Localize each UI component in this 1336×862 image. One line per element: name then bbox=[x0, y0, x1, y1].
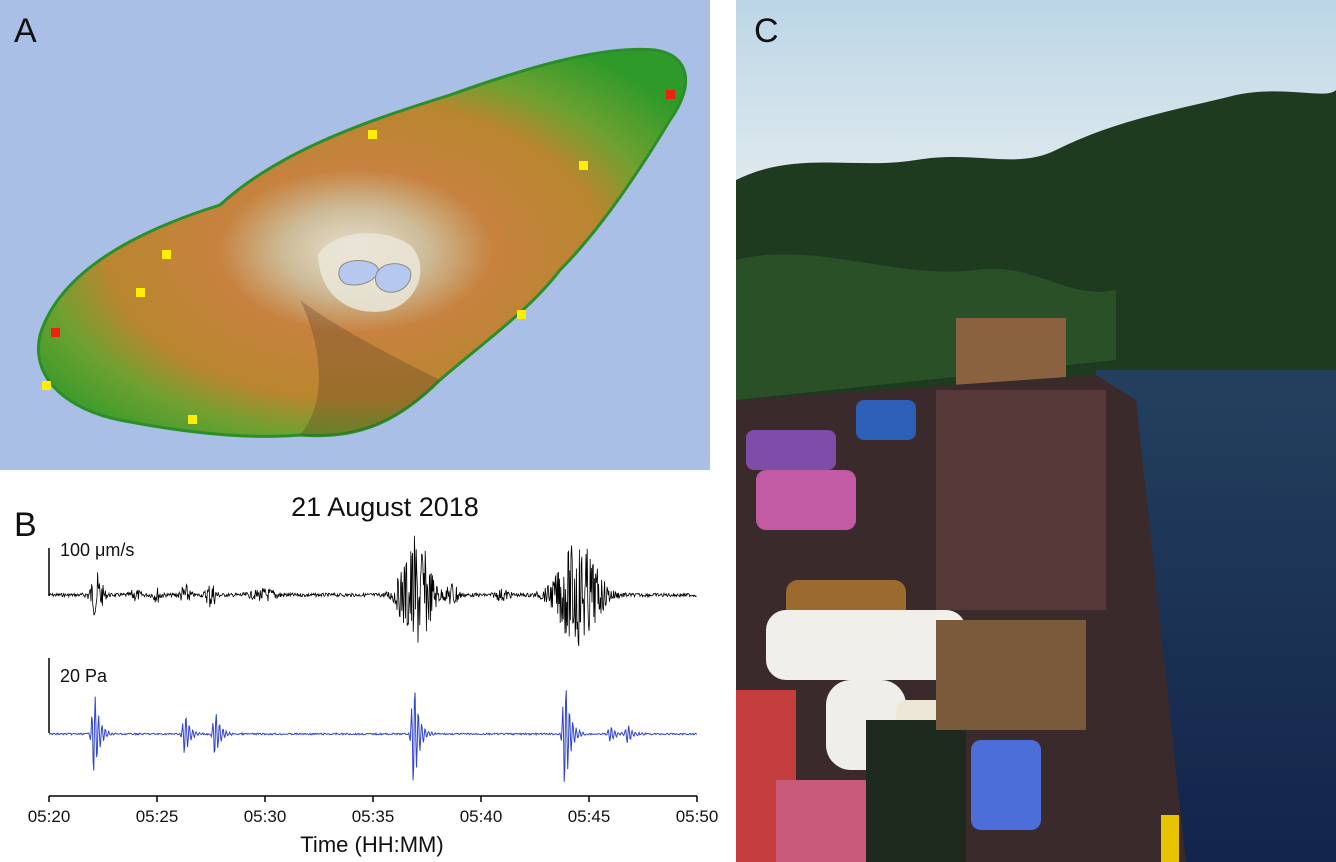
station-marker bbox=[579, 161, 588, 170]
x-tick-label: 05:30 bbox=[243, 807, 287, 826]
x-tick-label: 05:25 bbox=[135, 807, 179, 826]
x-tick-label: 05:35 bbox=[351, 807, 395, 826]
cargo-bag bbox=[776, 780, 866, 862]
ferry-photo: C bbox=[736, 0, 1336, 862]
panel-c-label: C bbox=[754, 12, 779, 50]
station-marker bbox=[517, 310, 526, 319]
island-shading bbox=[300, 300, 440, 436]
x-axis-title: Time (HH:MM) bbox=[300, 832, 444, 857]
panel-b-label: B bbox=[14, 506, 37, 544]
chart-title: 21 August 2018 bbox=[291, 492, 479, 522]
panel-a-label: A bbox=[14, 12, 37, 50]
station-marker bbox=[368, 130, 377, 139]
cargo-bag bbox=[746, 430, 836, 470]
crowd-and-cargo bbox=[736, 390, 1106, 862]
infrasound-scale-label: 20 Pa bbox=[60, 666, 108, 686]
crowd bbox=[936, 390, 1106, 610]
cargo-bag bbox=[936, 620, 1086, 730]
seismic-line bbox=[48, 535, 697, 647]
x-axis-ticks bbox=[48, 796, 698, 802]
waveform-svg bbox=[48, 535, 698, 802]
station-markers bbox=[42, 90, 675, 424]
x-tick-label: 05:50 bbox=[675, 807, 719, 826]
station-marker bbox=[188, 415, 197, 424]
station-marker bbox=[162, 250, 171, 259]
station-marker bbox=[51, 328, 60, 337]
cargo-bag bbox=[766, 610, 966, 680]
x-tick-label: 05:20 bbox=[27, 807, 71, 826]
yellow-bollard bbox=[1161, 815, 1179, 862]
cargo-bag bbox=[866, 720, 966, 862]
station-marker bbox=[666, 90, 675, 99]
seismic-scale-label: 100 μm/s bbox=[60, 540, 135, 560]
station-marker bbox=[136, 288, 145, 297]
island-map-svg bbox=[37, 47, 687, 438]
cargo-bag bbox=[856, 400, 916, 440]
island-relief-map: A bbox=[0, 0, 710, 470]
station-marker bbox=[42, 381, 51, 390]
cargo-bag bbox=[756, 470, 856, 530]
infrasound-trace bbox=[48, 690, 697, 782]
crater-lake-east bbox=[375, 263, 412, 293]
x-tick-label: 05:40 bbox=[459, 807, 503, 826]
ramp-door bbox=[956, 318, 1066, 388]
crater-lake-west bbox=[338, 260, 379, 286]
ferry-photo-svg bbox=[736, 0, 1336, 862]
seismic-trace bbox=[48, 535, 697, 647]
x-tick-label: 05:45 bbox=[567, 807, 611, 826]
waveform-chart: B 21 August 2018 100 μm/s 20 Pa 05:20 05:… bbox=[0, 470, 736, 862]
cargo-bag bbox=[971, 740, 1041, 830]
infrasound-line bbox=[48, 690, 697, 782]
